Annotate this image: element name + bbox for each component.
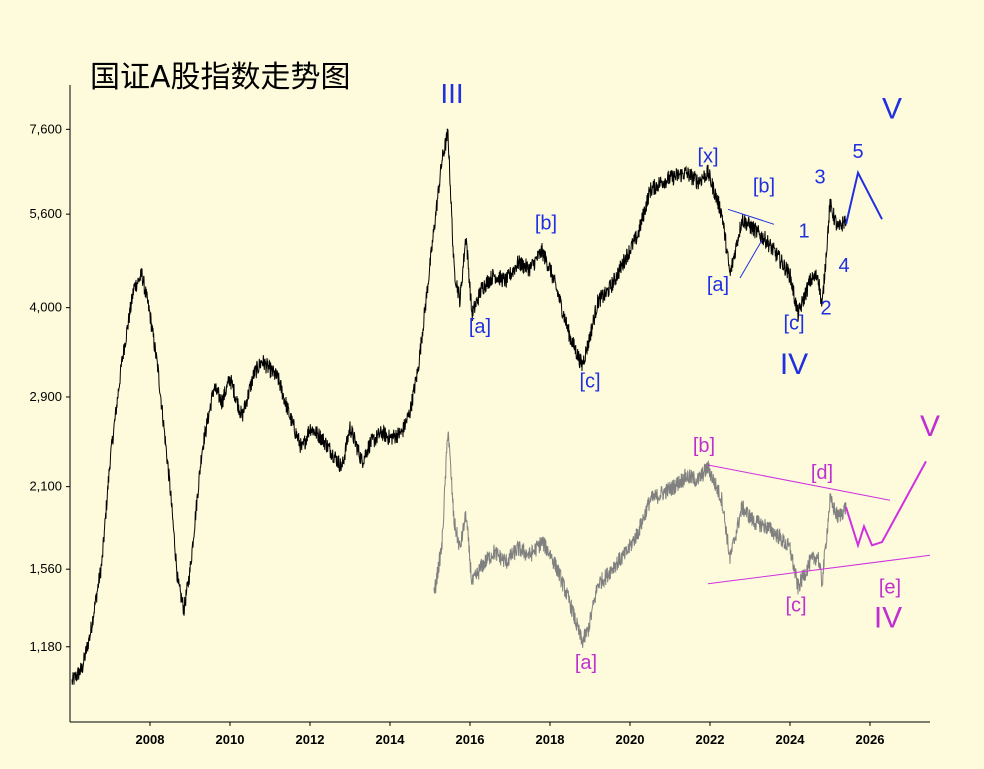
wave-label: [a] — [469, 316, 491, 338]
wave-label: [b] — [753, 176, 775, 198]
wave-label: V — [882, 93, 902, 126]
wave-label: 4 — [838, 255, 849, 277]
x-tick-label: 2016 — [456, 732, 485, 747]
y-tick-label: 5,600 — [29, 206, 62, 221]
wave-label: 1 — [798, 220, 809, 242]
wave-label: [c] — [783, 312, 804, 334]
wave-label: [a] — [575, 652, 597, 674]
x-tick-label: 2010 — [216, 732, 245, 747]
x-tick-label: 2022 — [696, 732, 725, 747]
wave-label: IV — [780, 348, 808, 381]
y-tick-label: 1,180 — [29, 639, 62, 654]
y-tick-label: 2,100 — [29, 479, 62, 494]
blue-trendline — [727, 208, 775, 225]
magenta-projection-path — [845, 460, 927, 549]
x-tick-label: 2012 — [296, 732, 325, 747]
y-tick-label: 1,560 — [29, 561, 62, 576]
wave-label: [c] — [579, 371, 600, 393]
wave-label: III — [440, 78, 463, 109]
wave-label: [a] — [707, 274, 729, 296]
wave-label: [d] — [811, 462, 833, 484]
gray-line-series — [433, 431, 847, 648]
blue-projection-path — [845, 169, 883, 225]
wave-label: 2 — [820, 298, 831, 320]
wave-label: [e] — [879, 576, 901, 598]
wave-label: IV — [874, 601, 902, 634]
chart-title: 国证A股指数走势图 — [90, 60, 351, 95]
x-tick-label: 2026 — [856, 732, 885, 747]
wave-label: [b] — [693, 435, 715, 457]
wave-label: 5 — [852, 141, 863, 163]
magenta-trendline — [707, 554, 931, 585]
x-tick-label: 2024 — [776, 732, 806, 747]
wave-label: [x] — [697, 145, 718, 167]
x-tick-label: 2020 — [616, 732, 645, 747]
wave-label: [b] — [535, 212, 557, 234]
y-tick-label: 4,000 — [29, 300, 62, 315]
y-tick-label: 7,600 — [29, 121, 62, 136]
magenta-trendline — [707, 464, 891, 501]
x-tick-label: 2018 — [536, 732, 565, 747]
index-line-series — [71, 128, 847, 685]
blue-trendline — [739, 239, 763, 279]
wave-label: 3 — [814, 167, 825, 189]
x-tick-label: 2014 — [376, 732, 406, 747]
wave-label: V — [920, 410, 940, 443]
y-tick-label: 2,900 — [29, 389, 62, 404]
x-tick-label: 2008 — [136, 732, 165, 747]
wave-label: [c] — [785, 594, 806, 616]
